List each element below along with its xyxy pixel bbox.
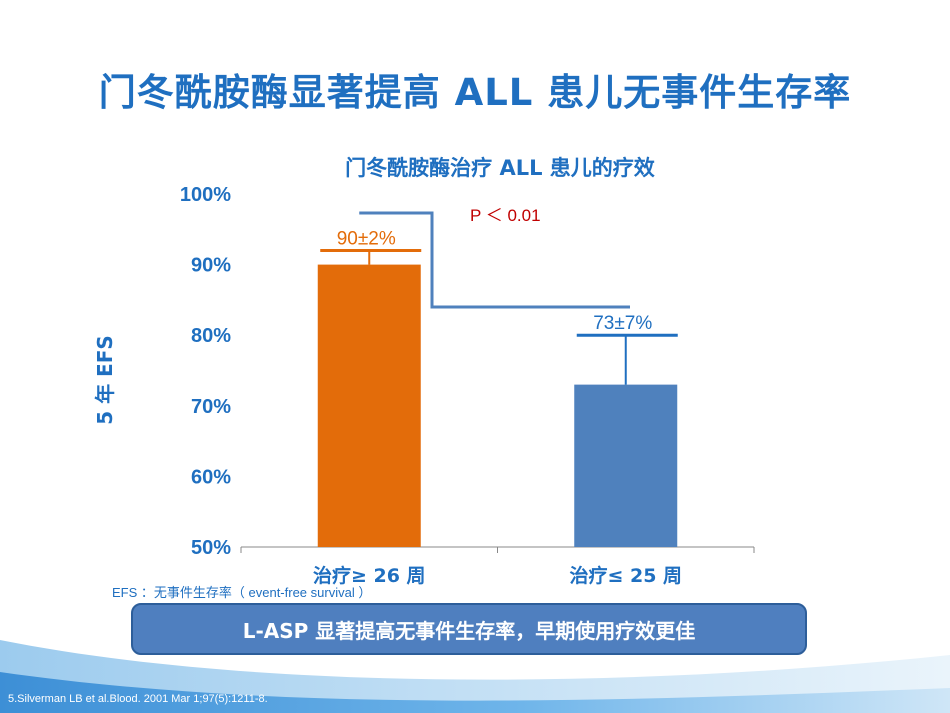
- bar: [574, 384, 678, 547]
- category-labels: 治疗≥ 26 周 治疗≤ 25 周: [313, 564, 682, 587]
- bars: [317, 264, 678, 547]
- category-label: 治疗≥ 26 周: [313, 564, 426, 587]
- data-label: 90±2%: [337, 228, 396, 249]
- reference-citation: 5.Silverman LB et al.Blood. 2001 Mar 1;9…: [8, 693, 268, 705]
- footer-wave: [0, 672, 950, 713]
- conclusion-text: L-ASP 显著提高无事件生存率，早期使用疗效更佳: [242, 618, 696, 643]
- category-label: 治疗≤ 25 周: [569, 564, 682, 587]
- y-axis-ticks: 50% 60% 70% 80% 90% 100%: [180, 184, 231, 559]
- y-tick-label: 60%: [191, 466, 231, 488]
- significance-bracket: [359, 211, 630, 309]
- chart-title: 门冬酰胺酶治疗 ALL 患儿的疗效: [345, 156, 655, 180]
- y-tick-label: 80%: [191, 325, 231, 347]
- data-label: 73±7%: [593, 313, 652, 334]
- y-tick-label: 70%: [191, 396, 231, 418]
- significance-label: P ＜ 0.01: [470, 206, 541, 225]
- x-axis-ticks: [240, 547, 755, 553]
- bar: [317, 264, 421, 547]
- slide-title: 门冬酰胺酶显著提高 ALL 患儿无事件生存率: [98, 71, 852, 114]
- y-axis-label: 5 年 EFS: [93, 335, 117, 425]
- conclusion-banner: L-ASP 显著提高无事件生存率，早期使用疗效更佳: [131, 603, 807, 655]
- y-tick-label: 50%: [191, 537, 231, 559]
- error-bars: [320, 248, 678, 385]
- efs-footnote: EFS ：无事件生存率（ event-free survival ）: [112, 585, 372, 600]
- data-labels: 90±2% 73±7%: [337, 228, 653, 334]
- y-tick-label: 90%: [191, 255, 231, 277]
- y-tick-label: 100%: [180, 184, 231, 206]
